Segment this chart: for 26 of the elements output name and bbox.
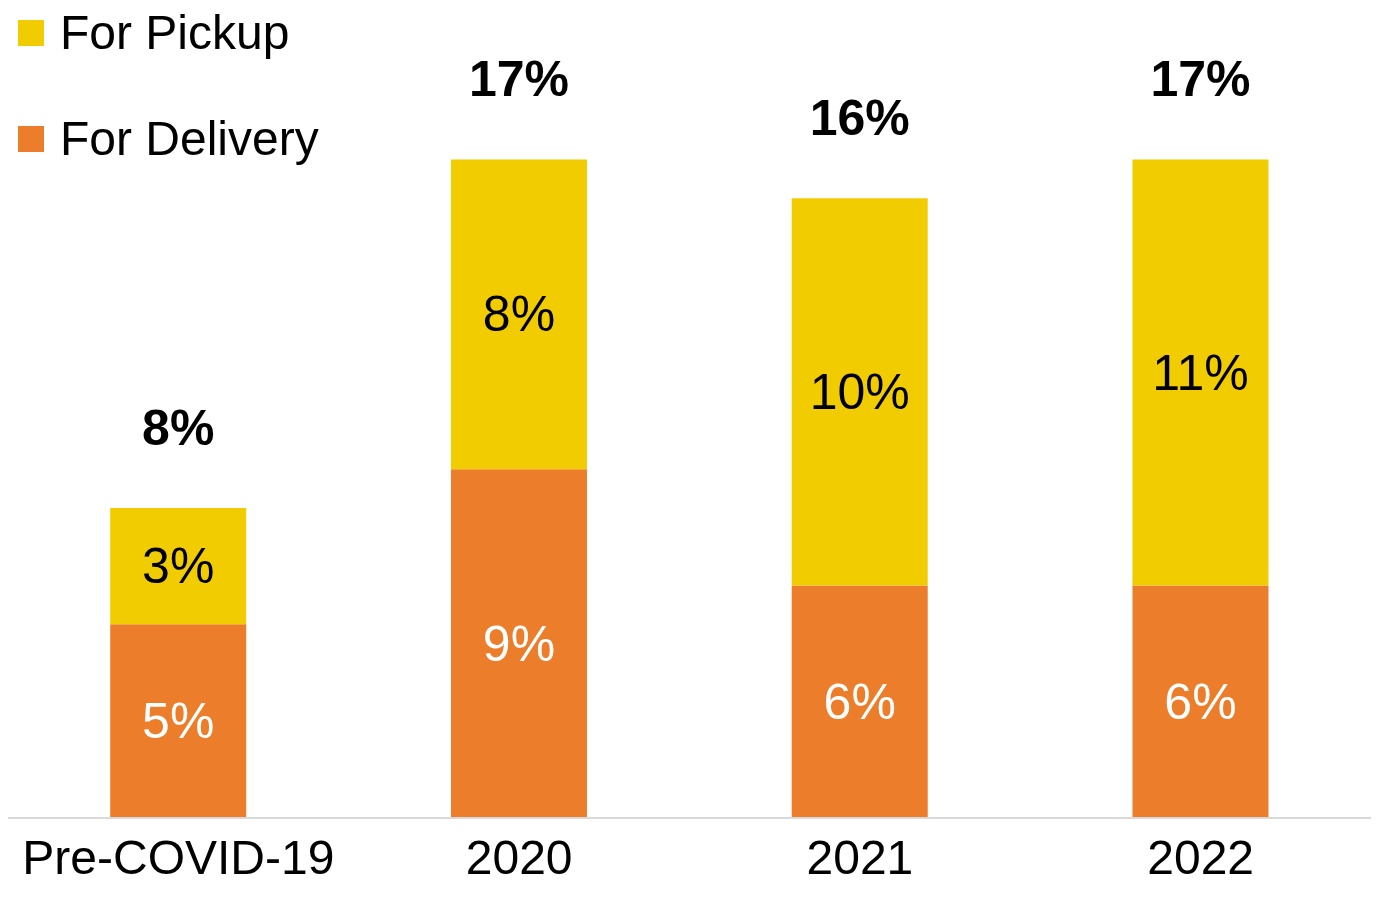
legend-label: For Delivery — [60, 111, 319, 167]
bar — [791, 585, 928, 818]
x-tick-label: 2022 — [1147, 831, 1255, 885]
bar — [110, 508, 247, 625]
bar — [110, 624, 247, 818]
x-tick-label: 2021 — [806, 831, 914, 885]
data-label: 5% — [142, 693, 215, 750]
data-label: 8% — [482, 286, 556, 343]
legend-label: For Pickup — [60, 5, 290, 61]
data-label: 3% — [142, 538, 215, 595]
bar — [450, 159, 587, 470]
x-tick-label: Pre-COVID-19 — [22, 831, 335, 885]
bar — [1132, 159, 1269, 586]
total-label: 17% — [468, 51, 570, 108]
bar — [450, 469, 587, 818]
total-label: 16% — [809, 90, 910, 147]
total-label: 8% — [142, 400, 215, 457]
data-label: 10% — [809, 363, 910, 420]
data-label: 6% — [1164, 673, 1237, 730]
data-label: 9% — [482, 615, 556, 672]
data-label: 6% — [823, 673, 896, 730]
x-tick-label: 2020 — [465, 831, 573, 885]
data-label: 11% — [1152, 344, 1249, 401]
bar — [1132, 585, 1269, 818]
bar — [791, 198, 928, 586]
total-label: 17% — [1150, 51, 1251, 108]
